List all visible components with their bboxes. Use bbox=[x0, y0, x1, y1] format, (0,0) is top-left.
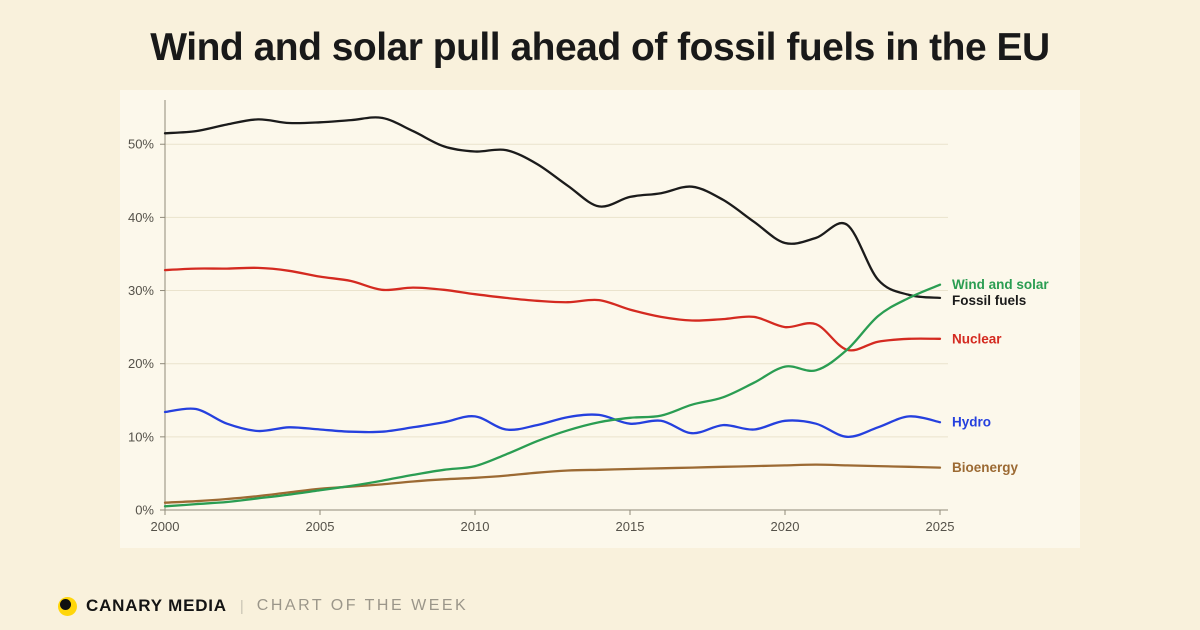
footer-separator: | bbox=[239, 597, 244, 615]
x-axis-tick-label: 2010 bbox=[461, 519, 490, 534]
x-axis-tick-label: 2000 bbox=[151, 519, 180, 534]
y-axis-tick-label: 20% bbox=[128, 356, 154, 371]
series-line-hydro bbox=[163, 407, 942, 438]
x-axis-tick-label: 2005 bbox=[306, 519, 335, 534]
y-axis-tick-label: 0% bbox=[135, 503, 154, 518]
brand-name: CANARY MEDIA bbox=[86, 596, 227, 615]
x-axis-tick-label: 2020 bbox=[771, 519, 800, 534]
x-axis-tick-label: 2025 bbox=[926, 519, 955, 534]
canary-media-logo-icon bbox=[58, 596, 77, 616]
line-chart: 0% 10% 20% 30% 40% 50% 2000 2005 2010 2015 2020 202… bbox=[128, 100, 1049, 534]
series-label-fossil-fuels: Fossil fuels bbox=[952, 293, 1026, 308]
series-label-hydro: Hydro bbox=[952, 415, 991, 430]
y-axis-tick-label: 50% bbox=[128, 137, 154, 152]
chart-title: Wind and solar pull ahead of fossil fuel… bbox=[150, 26, 1050, 69]
series-label-nuclear: Nuclear bbox=[952, 331, 1002, 346]
footer-tagline: CHART OF THE WEEK bbox=[256, 597, 469, 614]
x-axis-tick-label: 2015 bbox=[616, 519, 645, 534]
y-axis-tick-label: 30% bbox=[128, 283, 154, 298]
series-label-wind-and-solar: Wind and solar bbox=[952, 277, 1049, 292]
series-line-fossil-fuels bbox=[163, 116, 942, 300]
footer: CANARY MEDIA | CHART OF THE WEEK bbox=[58, 596, 468, 616]
y-axis-tick-label: 10% bbox=[128, 429, 154, 444]
chart-panel: 0% 10% 20% 30% 40% 50% 2000 2005 2010 2015 2020 202… bbox=[120, 90, 1080, 548]
series-line-bioenergy bbox=[163, 463, 942, 504]
series-label-bioenergy: Bioenergy bbox=[952, 460, 1019, 475]
series-line-nuclear bbox=[163, 266, 942, 352]
y-axis-tick-label: 40% bbox=[128, 210, 154, 225]
series-line-wind-and-solar bbox=[163, 283, 942, 508]
